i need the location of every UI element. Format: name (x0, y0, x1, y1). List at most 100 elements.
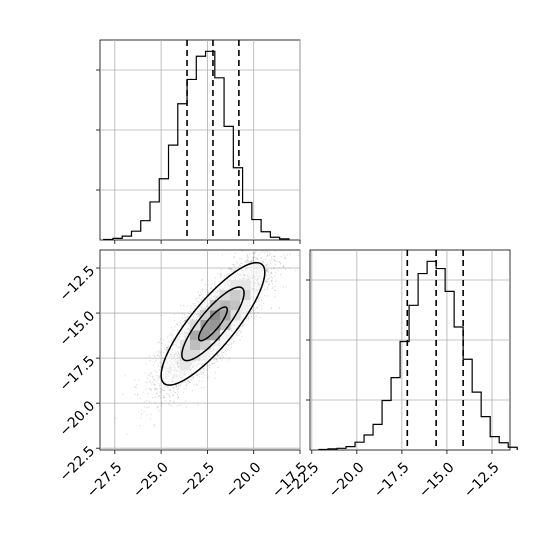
scatter-point (265, 264, 267, 266)
scatter-point (157, 410, 160, 412)
scatter-point (263, 294, 266, 297)
scatter-point (216, 360, 218, 363)
scatter-point (178, 385, 180, 388)
scatter-point (185, 406, 187, 408)
scatter-point (262, 262, 264, 264)
scatter-point (251, 259, 253, 261)
scatter-point (214, 371, 217, 374)
scatter-point (161, 342, 163, 345)
scatter-point (183, 305, 185, 307)
scatter-point (198, 373, 201, 376)
scatter-point (191, 379, 193, 382)
scatter-point (241, 327, 243, 329)
hist-x-step-line (103, 50, 290, 241)
scatter-point (152, 397, 154, 399)
scatter-point (170, 326, 173, 329)
scatter-point (191, 376, 193, 378)
scatter-point (273, 255, 275, 258)
scatter-point (177, 396, 180, 398)
scatter-point (160, 338, 162, 340)
scatter-point (258, 304, 261, 306)
scatter-point (170, 340, 172, 342)
scatter-point (172, 338, 174, 340)
scatter-point (221, 354, 224, 357)
scatter-point (169, 396, 171, 398)
scatter-point (201, 373, 203, 376)
scatter-point (202, 368, 204, 371)
scatter-point (124, 375, 126, 377)
scatter-point (171, 392, 173, 394)
scatter-point (182, 313, 184, 315)
scatter-point (255, 301, 257, 304)
scatter-point (168, 394, 170, 396)
scatter-point (274, 264, 277, 266)
scatter-point (201, 290, 204, 292)
scatter-point (221, 359, 223, 361)
scatter-point (140, 413, 143, 416)
scatter-point (285, 286, 288, 288)
scatter-point (213, 362, 215, 365)
scatter-point (159, 376, 161, 379)
scatter-point (274, 255, 276, 258)
scatter-point (260, 251, 262, 254)
scatter-point (173, 400, 176, 403)
scatter-point (241, 336, 243, 338)
scatter-point (209, 365, 212, 367)
scatter-point (188, 381, 191, 383)
scatter-point (220, 273, 222, 275)
scatter-point (240, 325, 242, 328)
scatter-point (150, 375, 152, 377)
scatter-point (163, 389, 165, 391)
scatter-point (270, 272, 272, 274)
scatter-point (253, 312, 256, 315)
scatter-point (236, 332, 238, 334)
scatter-point (146, 377, 149, 379)
scatter-point (170, 405, 172, 407)
scatter-point (183, 313, 186, 316)
scatter-point (163, 394, 166, 397)
scatter-point (246, 254, 249, 256)
scatter-point (141, 412, 143, 414)
scatter-point (270, 280, 273, 283)
scatter-point (168, 395, 171, 398)
scatter-point (186, 316, 188, 319)
scatter-point (176, 324, 178, 326)
scatter-point (149, 380, 152, 382)
scatter-point (160, 389, 162, 391)
scatter-point (186, 305, 188, 307)
scatter-point (188, 381, 191, 384)
scatter-point (266, 270, 268, 273)
scatter-point (149, 401, 151, 403)
scatter-point (271, 283, 274, 285)
scatter-point (238, 333, 241, 335)
scatter-point (173, 387, 175, 389)
scatter-point (170, 332, 172, 334)
scatter-point (159, 387, 161, 389)
scatter-point (184, 400, 187, 402)
scatter-point (174, 326, 176, 328)
scatter-point (266, 254, 269, 257)
scatter-point (181, 324, 183, 326)
scatter-point (214, 277, 217, 279)
scatter-point (169, 400, 171, 402)
scatter-point (285, 257, 287, 260)
scatter-point (172, 394, 174, 396)
scatter-point (232, 269, 235, 271)
scatter-point (227, 268, 230, 270)
scatter-point (168, 334, 171, 336)
scatter-point (228, 344, 231, 346)
scatter-point (217, 355, 219, 357)
scatter-point (134, 393, 136, 396)
scatter-point (266, 280, 268, 282)
scatter-point (197, 291, 200, 293)
scatter-point (166, 336, 169, 338)
scatter-point (189, 310, 191, 313)
scatter-point (233, 263, 235, 266)
scatter-point (269, 260, 271, 262)
scatter-point (247, 257, 250, 259)
scatter-point (114, 417, 117, 419)
scatter-point (219, 356, 222, 358)
scatter-point (266, 255, 268, 258)
scatter-point (266, 251, 269, 253)
scatter-point (253, 252, 256, 254)
